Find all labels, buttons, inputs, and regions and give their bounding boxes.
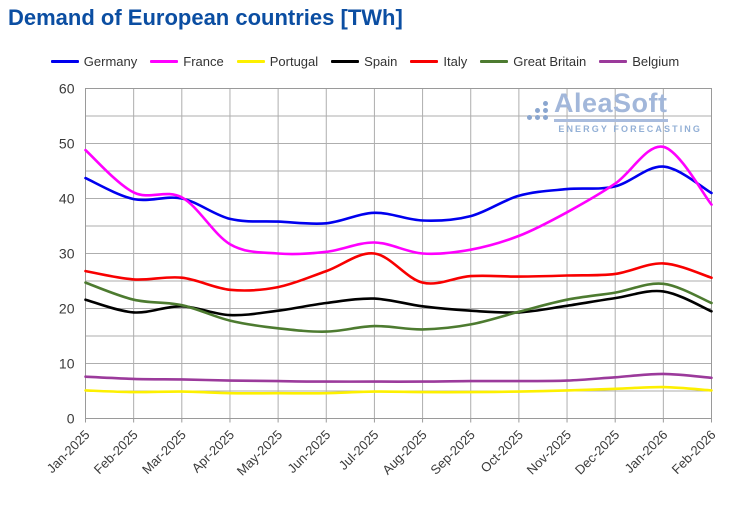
legend-label: France: [183, 54, 224, 69]
y-tick-label: 40: [59, 191, 75, 207]
legend-swatch: [236, 60, 265, 63]
x-tick-label: Dec-2025: [572, 427, 622, 477]
legend-label: Belgium: [632, 54, 680, 69]
x-tick-label: Jun-2025: [284, 427, 333, 476]
legend-item-great-britain: Great Britain: [480, 54, 586, 69]
x-tick-label: Jul-2025: [336, 427, 382, 473]
x-tick-label: Jan-2026: [622, 427, 671, 476]
series-line-great-britain: [84, 281, 713, 333]
series-line-belgium: [84, 372, 713, 383]
legend-item-france: France: [150, 54, 224, 69]
legend-swatch: [410, 60, 439, 63]
y-tick-label: 20: [59, 301, 75, 317]
legend-label: Germany: [83, 54, 138, 69]
page-title: Demand of European countries [TWh]: [8, 5, 403, 30]
plot-border: [85, 88, 712, 419]
legend-swatch: [150, 60, 179, 63]
legend-label: Great Britain: [513, 54, 587, 69]
legend-item-spain: Spain: [331, 54, 397, 69]
legend-item-belgium: Belgium: [599, 54, 679, 69]
y-tick-label: 10: [59, 356, 75, 372]
x-tick-label: Nov-2025: [524, 427, 574, 477]
x-tick-label: Oct-2025: [478, 427, 526, 475]
legend-item-italy: Italy: [410, 54, 467, 69]
legend-label: Portugal: [269, 54, 319, 69]
series-line-france: [84, 145, 713, 256]
x-tick-label: Feb-2026: [669, 427, 719, 477]
legend-label: Spain: [364, 54, 398, 69]
x-tick-label: Mar-2025: [139, 427, 189, 477]
y-tick-label: 0: [67, 411, 75, 427]
legend-swatch: [50, 60, 79, 63]
series-line-italy: [84, 252, 713, 292]
x-tick-label: Sep-2025: [427, 427, 477, 477]
x-tick-label: May-2025: [234, 427, 285, 478]
x-tick-label: Jan-2025: [44, 427, 93, 476]
y-tick-label: 50: [59, 136, 75, 152]
series-line-portugal: [84, 385, 713, 395]
legend: Germany France Portugal Spain Italy Great Bri…: [0, 54, 730, 69]
series-line-spain: [84, 289, 713, 317]
y-tick-label: 30: [59, 246, 75, 262]
legend-swatch: [480, 60, 509, 63]
x-tick-label: Apr-2025: [189, 427, 237, 475]
x-tick-label: Feb-2025: [91, 427, 141, 477]
y-tick-label: 60: [59, 81, 75, 97]
legend-swatch: [331, 60, 360, 63]
legend-item-germany: Germany: [50, 54, 138, 69]
x-tick-label: Aug-2025: [379, 427, 429, 477]
legend-label: Italy: [443, 54, 468, 69]
legend-swatch: [599, 60, 628, 63]
legend-item-portugal: Portugal: [236, 54, 319, 69]
